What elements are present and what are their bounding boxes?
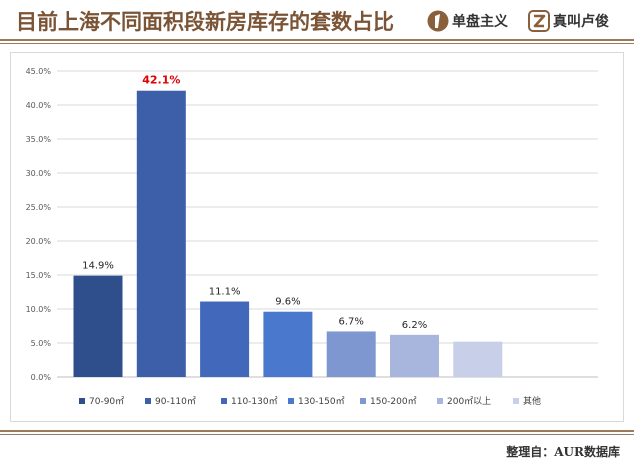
header: 目前上海不同面积段新房库存的套数占比 单盘主义 真叫卢俊: [0, 0, 634, 46]
legend-label: 其他: [523, 395, 541, 407]
legend-swatch: [360, 398, 366, 404]
legend-label: 70-90㎡: [89, 396, 124, 407]
y-tick-label: 20.0%: [26, 237, 52, 246]
data-label: 6.7%: [338, 316, 363, 327]
y-tick-label: 15.0%: [26, 271, 52, 280]
footer-divider-thin: [0, 434, 634, 435]
bar-chart: 0.0% 5.0% 10.0% 15.0% 20.0% 25.0% 30.0% 35.0% 40…: [26, 67, 598, 407]
legend-swatch: [79, 398, 85, 404]
bar: [200, 301, 250, 377]
brand-danpanzhuyi: 单盘主义: [427, 9, 508, 33]
legend-swatch: [288, 398, 294, 404]
brand-name: 真叫卢俊: [553, 14, 609, 30]
y-tick-label: 0.0%: [31, 373, 52, 382]
y-tick-label: 45.0%: [26, 67, 52, 76]
data-label: 14.9%: [82, 261, 114, 272]
legend-swatch: [221, 398, 227, 404]
data-label: 42.1%: [142, 74, 180, 87]
legend-swatch: [437, 398, 443, 404]
legend-label: 200㎡以上: [447, 396, 491, 407]
bar: [136, 90, 186, 377]
brand-name: 单盘主义: [452, 14, 508, 30]
legend-label: 90-110㎡: [155, 396, 196, 407]
y-tick-label: 30.0%: [26, 169, 52, 178]
legend-swatch: [513, 398, 519, 404]
y-tick-label: 5.0%: [31, 339, 52, 348]
bar: [263, 311, 313, 377]
y-tick-label: 35.0%: [26, 135, 52, 144]
bar: [73, 275, 123, 377]
chart-panel: 0.0% 5.0% 10.0% 15.0% 20.0% 25.0% 30.0% 35.0% 40…: [10, 52, 624, 422]
brand-z-logo-icon: [528, 10, 550, 32]
footer-divider: [0, 430, 634, 432]
y-tick-label: 25.0%: [26, 203, 52, 212]
legend-label: 150-200㎡: [370, 396, 417, 407]
bar: [326, 331, 376, 377]
page-title: 目前上海不同面积段新房库存的套数占比: [16, 9, 394, 34]
bar: [390, 334, 439, 377]
brand-zhenjiaolujun: 真叫卢俊: [528, 9, 609, 33]
source-note: 整理自：AUR数据库: [506, 445, 620, 459]
bar: [453, 341, 503, 377]
y-tick-label: 40.0%: [26, 101, 52, 110]
y-tick-label: 10.0%: [26, 305, 52, 314]
legend-label: 110-130㎡: [231, 396, 278, 407]
data-label: 6.2%: [402, 320, 427, 331]
brand-logo-icon: [427, 10, 449, 32]
header-divider: [0, 39, 634, 41]
data-label: 9.6%: [275, 297, 300, 308]
legend-label: 130-150㎡: [298, 396, 345, 407]
legend-swatch: [145, 398, 151, 404]
data-label: 11.1%: [209, 287, 241, 298]
header-divider-thin: [0, 43, 634, 44]
